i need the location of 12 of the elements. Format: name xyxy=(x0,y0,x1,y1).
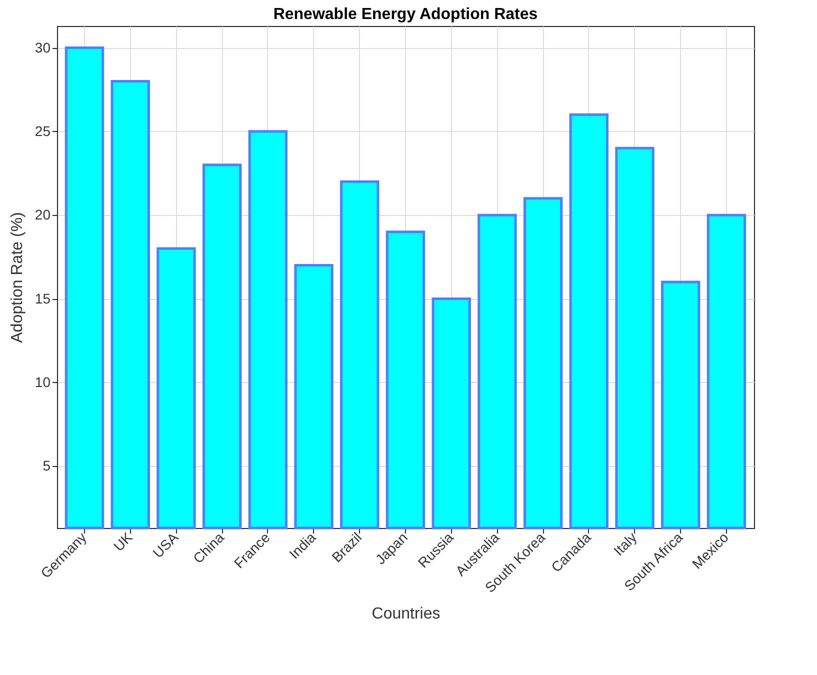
x-tick-label: Italy xyxy=(610,529,640,559)
x-tick-label: USA xyxy=(149,528,182,561)
y-tick-label: 30 xyxy=(34,39,51,56)
x-tick-label: UK xyxy=(110,528,136,554)
y-tick-label: 10 xyxy=(34,374,51,390)
chart-title: Renewable Energy Adoption Rates xyxy=(273,6,538,23)
y-tick-label: 15 xyxy=(34,290,51,306)
y-tick-label: 5 xyxy=(42,458,51,474)
x-axis-title: Countries xyxy=(372,605,440,622)
y-axis-title: Adoption Rate (%) xyxy=(8,212,26,343)
y-tick-label: 20 xyxy=(34,206,51,223)
y-tick-label: 25 xyxy=(34,122,51,139)
